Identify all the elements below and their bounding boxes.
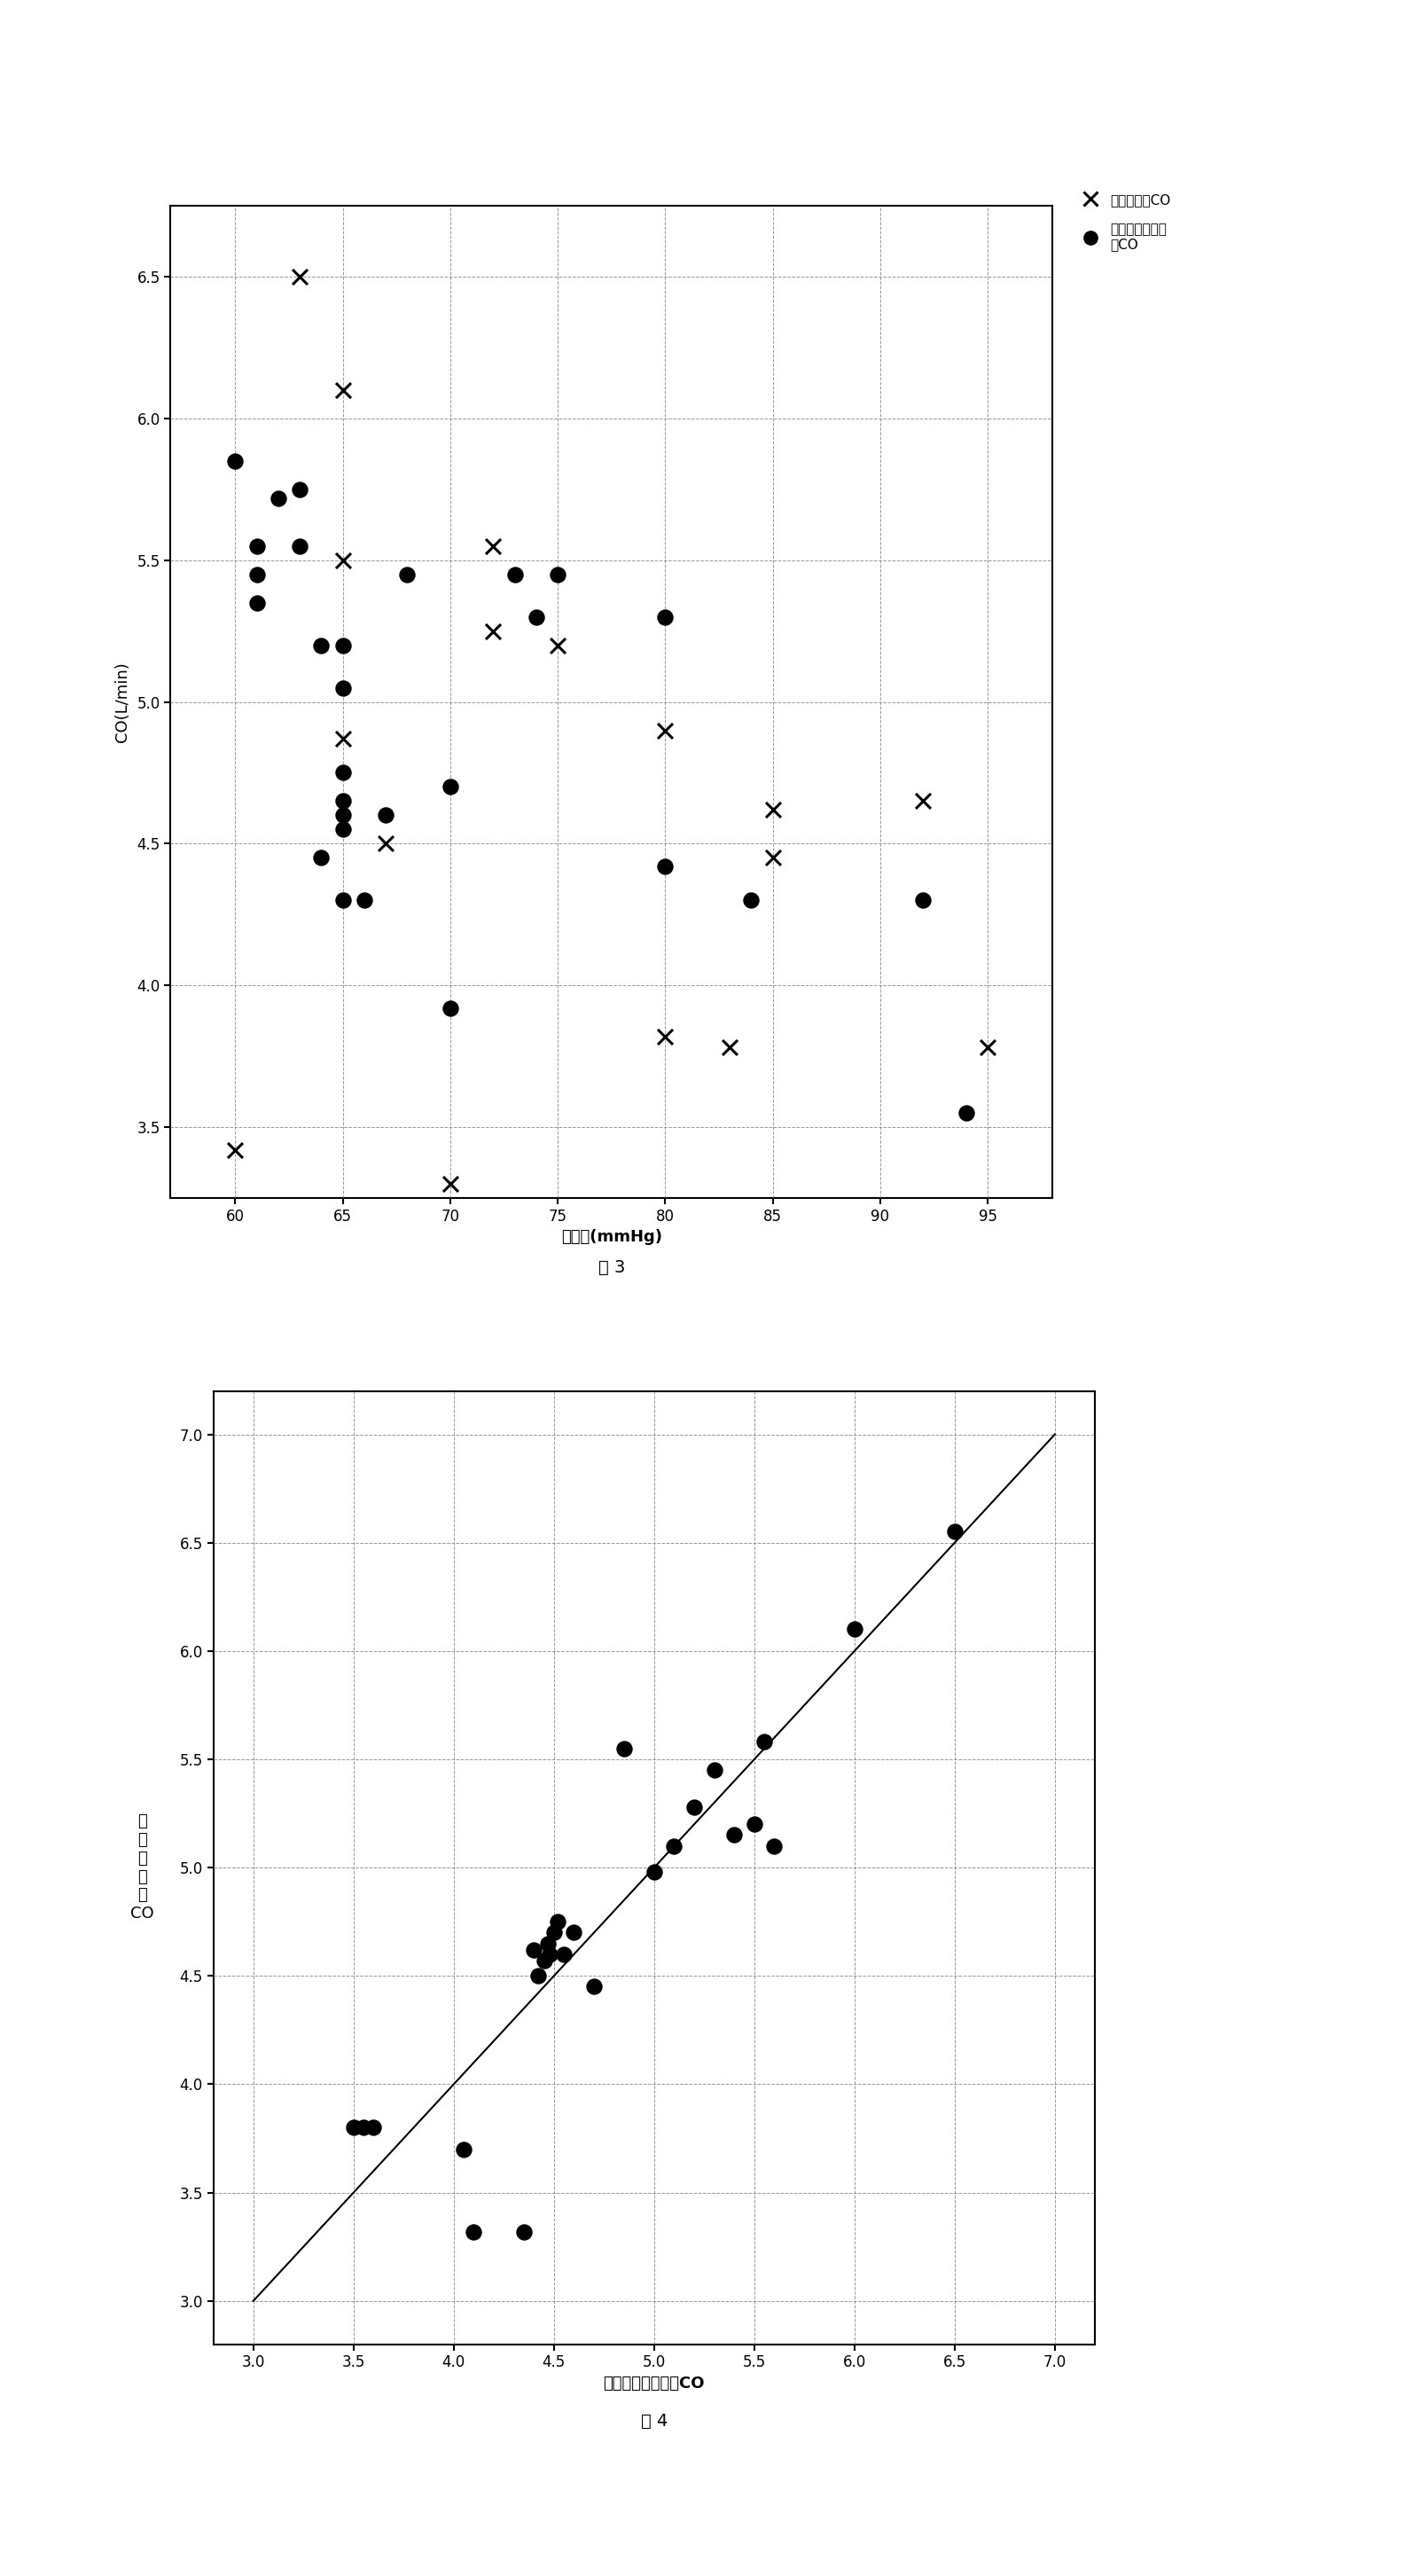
Point xyxy=(546,623,569,665)
Point xyxy=(374,793,397,835)
Point xyxy=(439,1162,462,1203)
Point xyxy=(374,824,397,866)
Y-axis label: 超
声
检
测
的
CO: 超 声 检 测 的 CO xyxy=(131,1814,155,1922)
Point xyxy=(267,477,290,518)
Point xyxy=(912,878,934,920)
Point xyxy=(223,1128,246,1170)
Point xyxy=(956,1092,978,1133)
Point xyxy=(353,2107,375,2148)
Point xyxy=(702,1749,725,1790)
Point xyxy=(718,1028,741,1069)
Point xyxy=(546,554,569,595)
Point xyxy=(761,837,784,878)
Point xyxy=(310,623,333,665)
Point xyxy=(761,788,784,829)
Point xyxy=(482,526,505,567)
Point xyxy=(331,781,354,822)
Point xyxy=(764,1826,786,1868)
Point xyxy=(462,2210,485,2251)
Point xyxy=(543,1911,566,1953)
Point xyxy=(482,611,505,652)
Point xyxy=(331,623,354,665)
Point xyxy=(452,2128,475,2169)
Point xyxy=(353,878,375,920)
Point xyxy=(310,837,333,878)
Point xyxy=(331,719,354,760)
Point xyxy=(654,598,677,639)
Point xyxy=(439,987,462,1028)
Point xyxy=(331,368,354,410)
Point xyxy=(331,793,354,835)
Point xyxy=(289,526,311,567)
Point xyxy=(331,878,354,920)
Point xyxy=(363,2107,385,2148)
Point xyxy=(553,1935,576,1976)
Point xyxy=(439,768,462,809)
Point xyxy=(533,1940,556,1981)
Point xyxy=(539,1935,562,1976)
Point xyxy=(525,598,547,639)
Point xyxy=(654,1015,677,1056)
Point xyxy=(289,258,311,299)
Point xyxy=(546,1901,569,1942)
Point xyxy=(563,1911,586,1953)
Point xyxy=(245,582,267,623)
Point xyxy=(613,1728,636,1770)
Point xyxy=(663,1826,685,1868)
Point xyxy=(654,708,677,752)
Point xyxy=(654,845,677,886)
Point xyxy=(912,781,934,822)
Point xyxy=(583,1965,606,2007)
Point xyxy=(742,1803,765,1844)
X-axis label: 脉压差(mmHg): 脉压差(mmHg) xyxy=(560,1229,663,1244)
Point xyxy=(503,554,526,595)
Text: 图 3: 图 3 xyxy=(599,1260,624,1275)
Text: 图 4: 图 4 xyxy=(641,2414,667,2429)
Point xyxy=(331,752,354,793)
Point xyxy=(289,469,311,510)
Point xyxy=(722,1814,745,1855)
Point xyxy=(223,440,246,482)
X-axis label: 本发明装置检测的CO: 本发明装置检测的CO xyxy=(603,2375,705,2391)
Point xyxy=(331,667,354,708)
Point xyxy=(536,1922,559,1963)
Point xyxy=(245,526,267,567)
Point xyxy=(522,1929,545,1971)
Point xyxy=(943,1512,966,1553)
Point xyxy=(245,554,267,595)
Legend: 超声检测的CO, 本发明装置检测
的CO: 超声检测的CO, 本发明装置检测 的CO xyxy=(1076,193,1172,252)
Y-axis label: CO(L/min): CO(L/min) xyxy=(115,662,131,742)
Point xyxy=(343,2107,365,2148)
Point xyxy=(512,2210,535,2251)
Point xyxy=(395,554,418,595)
Point xyxy=(683,1785,705,1826)
Point xyxy=(754,1721,776,1762)
Point xyxy=(739,878,762,920)
Point xyxy=(643,1852,665,1893)
Point xyxy=(331,809,354,850)
Point xyxy=(331,541,354,582)
Point xyxy=(843,1607,866,1651)
Point xyxy=(977,1028,1000,1069)
Point xyxy=(526,1955,549,1996)
